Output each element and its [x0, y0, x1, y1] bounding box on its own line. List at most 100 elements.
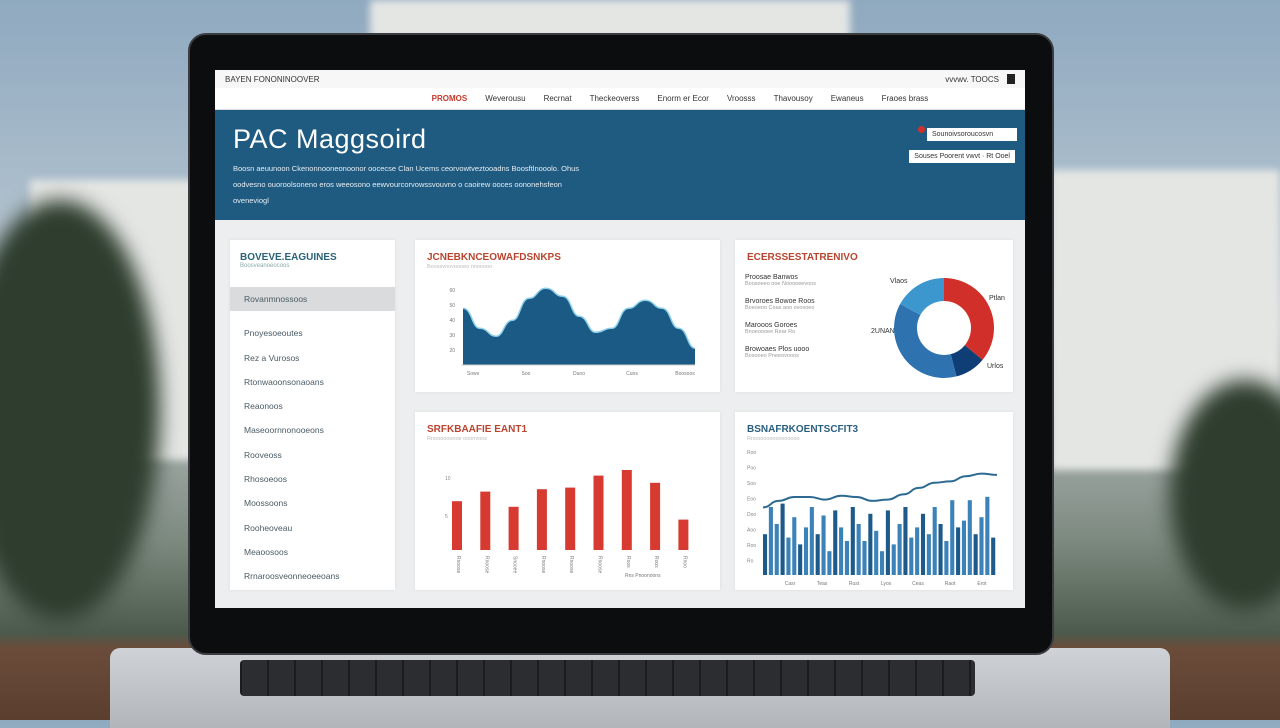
bar[interactable]: [985, 496, 990, 575]
bar[interactable]: [880, 551, 885, 575]
bar[interactable]: [786, 537, 791, 575]
bar[interactable]: [920, 513, 926, 575]
bar[interactable]: [956, 527, 961, 575]
sidebar-title: BOVEVE.EAGUINES: [240, 252, 337, 263]
bar[interactable]: [850, 507, 855, 575]
bar[interactable]: [833, 510, 838, 575]
sidebar-item[interactable]: Rovanmnossoos: [230, 287, 395, 312]
top-right-link[interactable]: vvvwv. TOOCS: [945, 74, 999, 84]
x-tick-label: Rust: [849, 581, 860, 587]
legend-label: Brvoroes Bowoe Roos: [745, 298, 815, 305]
bar[interactable]: [621, 470, 632, 550]
bar[interactable]: [973, 534, 978, 575]
sidebar-item[interactable]: Rooheoveau: [244, 522, 293, 533]
bar[interactable]: [593, 475, 604, 550]
bar[interactable]: [839, 527, 844, 575]
bar[interactable]: [780, 503, 785, 575]
bar[interactable]: [565, 487, 576, 550]
nav-item[interactable]: Vroosss: [726, 94, 756, 103]
sidebar-item[interactable]: Maseoornnonooeons: [244, 425, 324, 436]
slice-label: Urlos: [987, 363, 1004, 370]
sidebar-item[interactable]: Rooveoss: [244, 449, 282, 460]
bar[interactable]: [967, 500, 972, 575]
bar[interactable]: [944, 541, 949, 575]
bar[interactable]: [809, 507, 814, 575]
bar[interactable]: [932, 507, 937, 575]
bar[interactable]: [938, 524, 943, 575]
sidebar-item[interactable]: Rez a Vurosos: [244, 352, 300, 363]
bar[interactable]: [856, 524, 861, 575]
sidebar-item[interactable]: Rtonwaoonsonaoans: [244, 376, 324, 387]
bar[interactable]: [815, 534, 820, 575]
notification-dot-icon: [918, 126, 925, 133]
area-chart: 60 50 40 30 20 Sows Soo Duoo Cuos Boosoos: [449, 287, 696, 377]
bar[interactable]: [774, 524, 779, 575]
bar[interactable]: [909, 537, 914, 575]
legend-sublabel: Boosoeeo ooe Nooooeevoos: [745, 281, 816, 287]
y-tick-label: 5: [445, 514, 448, 520]
nav-item[interactable]: Thavousoy: [773, 94, 813, 103]
bar[interactable]: [868, 513, 873, 575]
legend-item: Browoaes Plos uooo Bosooeo Pneeovooos: [745, 346, 809, 359]
bar[interactable]: [768, 507, 773, 575]
sidebar-item[interactable]: Pnoyesoeoutes: [244, 328, 303, 339]
donut-slice[interactable]: [950, 345, 983, 377]
bar[interactable]: [897, 524, 902, 575]
bar[interactable]: [678, 519, 689, 550]
nav-item[interactable]: Recrnat: [543, 94, 572, 103]
page-title: PAC Maggsoird: [233, 124, 427, 154]
bar[interactable]: [915, 527, 920, 575]
bar[interactable]: [874, 530, 879, 575]
nav-item[interactable]: Enorm er Ecor: [657, 94, 709, 103]
y-tick-label: Roo: [747, 450, 756, 456]
sidebar-item[interactable]: Reaonoos: [244, 401, 283, 412]
brand: BAYEN FONONINOOVER: [225, 74, 320, 84]
bar[interactable]: [792, 517, 797, 575]
nav-item[interactable]: Theckeoverss: [589, 94, 640, 103]
bar[interactable]: [803, 527, 809, 575]
nav-item[interactable]: Fraoes brass: [881, 94, 929, 103]
legend-sublabel: Bnoeoooee Rear Ro: [745, 329, 796, 335]
nav-item[interactable]: Ewaneus: [830, 94, 864, 103]
nav-item[interactable]: PROMOS: [431, 94, 468, 103]
menu-icon[interactable]: [1007, 74, 1015, 84]
bar[interactable]: [821, 515, 826, 576]
bar[interactable]: [991, 537, 996, 575]
bar[interactable]: [763, 534, 768, 575]
notification-card[interactable]: Sounoivsoroucosvn: [927, 128, 1017, 141]
bar[interactable]: [885, 510, 890, 575]
sidebar-item[interactable]: Rrnaroosveonneoeeoans: [244, 571, 340, 582]
sidebar-item[interactable]: Rhosoeoos: [244, 474, 288, 485]
bar[interactable]: [827, 551, 832, 575]
bar[interactable]: [536, 489, 547, 550]
y-tick-label: 60: [449, 288, 455, 294]
background-tree: [1170, 380, 1280, 610]
bar[interactable]: [961, 520, 966, 575]
keyboard: [240, 660, 975, 696]
bar[interactable]: [979, 517, 984, 575]
bar[interactable]: [926, 534, 931, 575]
sidebar-item[interactable]: Moossoons: [244, 498, 288, 509]
bar[interactable]: [844, 541, 849, 575]
bar[interactable]: [891, 544, 896, 575]
bar[interactable]: [798, 544, 803, 575]
bar[interactable]: [650, 482, 661, 550]
bar[interactable]: [950, 500, 955, 575]
notification-subtext[interactable]: Souses Poorent vwvt · Rt Ooel: [909, 150, 1015, 163]
donut-slice[interactable]: [944, 278, 994, 360]
sidebar-item[interactable]: Meaoosoos: [244, 546, 288, 557]
bar[interactable]: [480, 491, 491, 550]
bar[interactable]: [452, 501, 462, 550]
bar[interactable]: [903, 507, 908, 575]
chart-title: SRFKBAAFIE EANT1: [427, 424, 528, 435]
area-chart-card: JCNEBKNCEOWAFDSNKPS Boossvnovoooeo nnooo…: [415, 240, 720, 392]
y-tick-label: 20: [449, 348, 455, 354]
nav-item[interactable]: Weverousu: [485, 94, 526, 103]
donut-slice[interactable]: [900, 278, 944, 315]
donut-slice[interactable]: [894, 303, 957, 378]
bar[interactable]: [862, 541, 867, 575]
bar[interactable]: [508, 506, 519, 550]
slice-label: Ptlan: [989, 295, 1005, 302]
y-tick-label: 30: [449, 333, 455, 339]
y-tick-label: 40: [449, 318, 455, 324]
